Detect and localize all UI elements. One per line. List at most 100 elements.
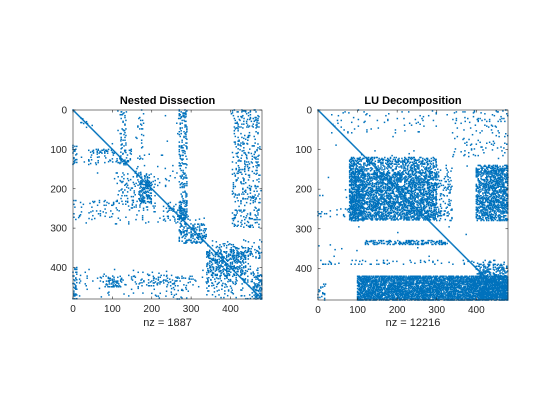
- nonzero-marker: [241, 272, 243, 275]
- nonzero-marker: [244, 240, 247, 242]
- y-tick-label: 100: [50, 145, 67, 156]
- nonzero-marker: [140, 173, 142, 175]
- nonzero-marker: [124, 149, 127, 152]
- nonzero-marker: [186, 148, 188, 150]
- nonzero-marker: [249, 187, 252, 190]
- nonzero-marker: [319, 194, 321, 197]
- nonzero-marker: [244, 173, 247, 176]
- nonzero-marker: [400, 188, 402, 191]
- nonzero-marker: [234, 271, 237, 274]
- nonzero-marker: [375, 207, 378, 210]
- nonzero-marker: [249, 252, 251, 255]
- nonzero-marker: [396, 161, 398, 163]
- nonzero-marker: [336, 128, 338, 130]
- nonzero-marker: [354, 159, 357, 162]
- nonzero-marker: [232, 156, 235, 158]
- nonzero-marker: [253, 218, 255, 221]
- nonzero-marker: [403, 215, 405, 217]
- nonzero-marker: [385, 200, 387, 202]
- nonzero-marker: [354, 202, 357, 205]
- nonzero-marker: [168, 205, 171, 208]
- nonzero-marker: [243, 255, 246, 258]
- nonzero-marker: [105, 157, 107, 159]
- nonzero-marker: [183, 220, 186, 223]
- nonzero-marker: [164, 177, 167, 180]
- nonzero-marker: [365, 175, 367, 177]
- nonzero-marker: [388, 178, 391, 180]
- nonzero-marker: [380, 163, 382, 165]
- nonzero-marker: [130, 276, 133, 278]
- nonzero-marker: [422, 171, 424, 174]
- nonzero-marker: [405, 201, 408, 203]
- nonzero-marker: [410, 158, 413, 161]
- nonzero-marker: [257, 293, 259, 296]
- nonzero-marker: [388, 193, 391, 195]
- nonzero-marker: [490, 129, 493, 131]
- nonzero-marker: [175, 293, 178, 296]
- nonzero-marker: [218, 268, 220, 270]
- nonzero-marker: [181, 212, 183, 214]
- nonzero-marker: [247, 281, 249, 283]
- nonzero-marker: [140, 176, 143, 178]
- nonzero-marker: [423, 168, 426, 170]
- nonzero-marker: [320, 112, 322, 114]
- nonzero-marker: [354, 194, 357, 196]
- nonzero-marker: [167, 205, 170, 208]
- nonzero-marker: [404, 185, 406, 188]
- nonzero-marker: [378, 182, 380, 184]
- nonzero-marker: [148, 184, 151, 187]
- nonzero-marker: [397, 191, 399, 194]
- nonzero-marker: [129, 149, 132, 152]
- nonzero-marker: [104, 141, 106, 143]
- nonzero-marker: [369, 190, 372, 193]
- nonzero-marker: [391, 192, 394, 195]
- nonzero-marker: [149, 192, 152, 194]
- nonzero-marker: [197, 236, 200, 239]
- nonzero-marker: [86, 288, 88, 291]
- nonzero-marker: [146, 190, 149, 193]
- nonzero-marker: [403, 164, 405, 166]
- nonzero-marker: [460, 252, 463, 255]
- nonzero-marker: [134, 185, 136, 187]
- nonzero-marker: [385, 114, 387, 117]
- nonzero-marker: [463, 255, 466, 258]
- nonzero-marker: [204, 235, 207, 238]
- nonzero-marker: [404, 217, 406, 219]
- nonzero-marker: [486, 120, 488, 123]
- nonzero-marker: [235, 122, 237, 124]
- nonzero-marker: [350, 217, 353, 219]
- nonzero-marker: [125, 216, 127, 219]
- nonzero-marker: [325, 117, 328, 120]
- nonzero-marker: [187, 218, 189, 220]
- nonzero-marker: [357, 204, 359, 207]
- nonzero-marker: [365, 174, 367, 176]
- nonzero-marker: [212, 254, 215, 257]
- nonzero-marker: [400, 215, 402, 217]
- nonzero-marker: [89, 202, 91, 205]
- nonzero-marker: [142, 189, 144, 192]
- nonzero-marker: [355, 198, 358, 200]
- nonzero-marker: [258, 296, 260, 299]
- nonzero-marker: [242, 187, 244, 190]
- nonzero-marker: [217, 255, 219, 258]
- nonzero-marker: [406, 213, 409, 215]
- nonzero-marker: [138, 283, 140, 285]
- nonzero-marker: [232, 282, 235, 285]
- nonzero-marker: [86, 277, 88, 279]
- nonzero-marker: [167, 281, 170, 284]
- nonzero-marker: [377, 189, 379, 192]
- nonzero-marker: [254, 200, 256, 203]
- nonzero-marker: [237, 266, 239, 268]
- nonzero-marker: [445, 237, 447, 239]
- nonzero-marker: [358, 190, 360, 193]
- nonzero-marker: [97, 213, 100, 215]
- nonzero-marker: [137, 126, 139, 128]
- nonzero-marker: [242, 254, 244, 256]
- nonzero-marker: [178, 277, 180, 279]
- nonzero-marker: [460, 151, 462, 153]
- nonzero-marker: [407, 219, 410, 221]
- nonzero-marker: [218, 255, 221, 258]
- nonzero-marker: [146, 181, 149, 183]
- nonzero-marker: [223, 261, 225, 263]
- nonzero-marker: [344, 136, 347, 139]
